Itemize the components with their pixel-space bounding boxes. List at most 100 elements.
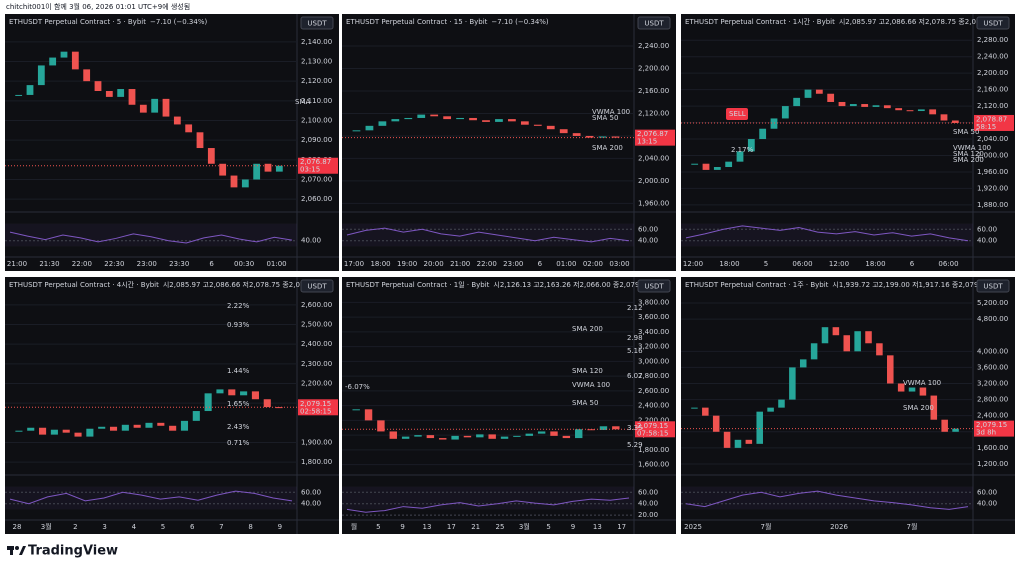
candle <box>854 331 861 352</box>
price-tick-label: 3,600.00 <box>977 363 1008 371</box>
price-tag <box>974 114 1014 131</box>
time-label: 18:00 <box>370 260 390 268</box>
chart-info: −7.10 (−0.34%) <box>491 18 549 26</box>
candle <box>533 124 542 126</box>
candle <box>456 117 464 120</box>
candle <box>952 428 959 432</box>
candle <box>207 148 215 164</box>
currency-button[interactable] <box>637 279 671 293</box>
candle <box>482 120 490 122</box>
price-tag <box>298 399 338 416</box>
candle <box>74 432 82 437</box>
indicator-label: SMA 50 <box>953 128 979 136</box>
candle <box>117 89 125 97</box>
chart-info: 시2,085.97 고2,086.66 저2,078.75 종2,078.87 <box>839 17 996 26</box>
currency-button[interactable] <box>976 16 1010 30</box>
time-label: 6 <box>209 260 214 268</box>
currency-label[interactable]: USDT <box>644 283 664 291</box>
candle <box>781 106 789 119</box>
logo-icon <box>7 546 26 555</box>
price-tick-label: 2,800.00 <box>977 396 1008 404</box>
indicator-label: 5.29 <box>627 441 643 449</box>
time-label: 9 <box>571 523 575 531</box>
indicator-label: -6.07% <box>345 383 370 391</box>
time-label: 2025 <box>684 523 702 531</box>
candle <box>476 434 484 438</box>
indicator-label: VWMA 100 <box>592 108 630 116</box>
candle <box>941 419 948 432</box>
candle <box>887 355 894 384</box>
time-label: 6 <box>190 523 195 531</box>
candle <box>275 165 283 172</box>
candle <box>810 343 818 360</box>
candle <box>228 389 236 396</box>
time-label: 22:00 <box>72 260 92 268</box>
indicator-label: SMA 200 <box>572 325 603 333</box>
candle <box>612 426 620 430</box>
time-label: 월 <box>351 522 357 531</box>
time-label: 13 <box>423 523 432 531</box>
candle <box>430 114 439 117</box>
time-label: 20:00 <box>424 260 444 268</box>
chart-title: ETHUSDT Perpetual Contract · 5 · Bybit <box>9 18 146 26</box>
candle <box>39 427 47 435</box>
price-tick-label: 3,800.00 <box>638 298 669 306</box>
time-label: 25 <box>496 523 505 531</box>
logo-text: TradingView <box>28 544 118 559</box>
currency-label[interactable]: USDT <box>307 283 327 291</box>
price-tick-label: 2,070.00 <box>301 176 332 184</box>
currency-label[interactable]: USDT <box>644 20 664 28</box>
price-tick-label: 2,240.00 <box>638 42 669 50</box>
price-tag-countdown: 13:15 <box>637 138 657 146</box>
candle <box>861 104 869 107</box>
candle <box>598 136 607 138</box>
candle <box>804 89 812 98</box>
candle <box>713 167 721 170</box>
candle <box>876 343 883 356</box>
currency-label[interactable]: USDT <box>983 283 1003 291</box>
indicator-label: 5.16 <box>627 347 643 355</box>
price-tag-value: 2,076.87 <box>300 158 331 166</box>
candle <box>216 389 224 394</box>
price-tick-label: 3,200.00 <box>638 343 669 351</box>
rsi-tick-label: 60.00 <box>977 488 997 496</box>
candle <box>275 407 283 409</box>
candle <box>219 163 227 176</box>
currency-label[interactable]: USDT <box>307 20 327 28</box>
candle <box>451 435 459 440</box>
price-tick-label: 3,200.00 <box>977 380 1008 388</box>
rsi-band <box>681 223 973 247</box>
price-tick-label: 3,000.00 <box>638 357 669 365</box>
indicator-label: 2.12 <box>627 304 643 312</box>
candle <box>897 383 905 392</box>
candle <box>908 387 916 392</box>
indicator-label: 2.17% <box>731 146 754 154</box>
price-tick-label: 1,920.00 <box>977 184 1008 192</box>
price-tick-label: 2,300.00 <box>301 360 332 368</box>
price-tick-label: 1,600.00 <box>638 461 669 469</box>
currency-button[interactable] <box>300 16 334 30</box>
price-tick-label: 2,200.00 <box>638 416 669 424</box>
candle <box>525 433 533 436</box>
candle <box>157 422 165 426</box>
indicator-label: 3.35 <box>627 424 643 432</box>
currency-button[interactable] <box>300 279 334 293</box>
candle <box>906 110 914 112</box>
price-tick-label: 3,400.00 <box>638 328 669 336</box>
candle <box>951 120 959 123</box>
panel-background <box>681 277 1015 534</box>
candle <box>98 426 106 429</box>
candle <box>105 91 113 97</box>
indicator-label: SMA 50 <box>572 399 598 407</box>
candle <box>196 132 204 149</box>
candle <box>71 51 79 70</box>
candle <box>702 163 710 170</box>
price-tick-label: 2,240.00 <box>977 53 1008 61</box>
rsi-line <box>9 490 293 505</box>
currency-button[interactable] <box>976 279 1010 293</box>
candle <box>27 427 35 431</box>
price-tick-label: 1,600.00 <box>977 444 1008 452</box>
time-label: 13 <box>593 523 602 531</box>
currency-button[interactable] <box>637 16 671 30</box>
currency-label[interactable]: USDT <box>983 20 1003 28</box>
